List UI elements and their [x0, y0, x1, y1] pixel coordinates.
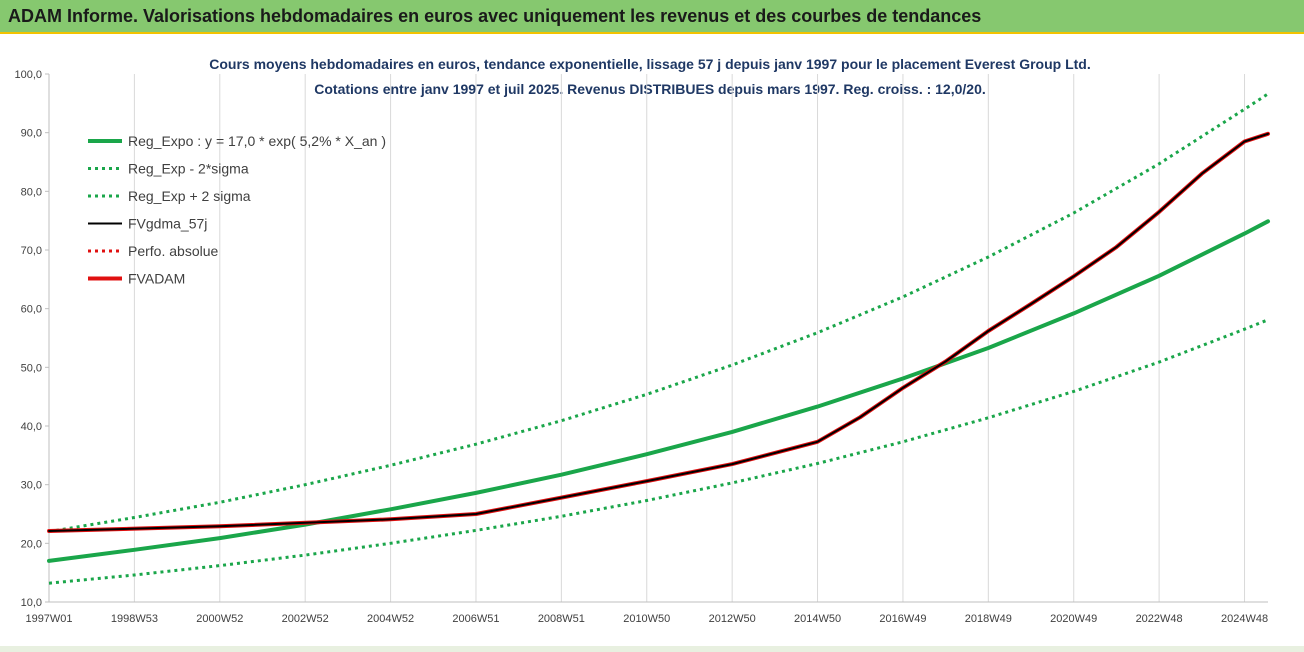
y-tick-label: 50,0: [21, 362, 42, 374]
y-tick-label: 90,0: [21, 128, 42, 140]
x-tick-label: 2002W52: [282, 613, 329, 625]
legend-label: Perfo. absolue: [128, 243, 218, 259]
legend-label: Reg_Exp - 2*sigma: [128, 161, 249, 177]
legend-label: Reg_Exp + 2 sigma: [128, 188, 251, 204]
y-tick-label: 60,0: [21, 304, 42, 316]
x-tick-label: 1997W01: [25, 613, 72, 625]
header-bar: ADAM Informe. Valorisations hebdomadaire…: [0, 0, 1304, 34]
x-tick-label: 2008W51: [538, 613, 585, 625]
chart: Cours moyens hebdomadaires en euros, ten…: [14, 56, 1270, 625]
legend: Reg_Expo : y = 17,0 * exp( 5,2% * X_an )…: [88, 133, 386, 287]
grid: [48, 74, 1246, 602]
chart-title-line-1: Cours moyens hebdomadaires en euros, ten…: [209, 56, 1091, 72]
y-tick-label: 10,0: [21, 597, 42, 609]
x-tick-label: 2010W50: [623, 613, 670, 625]
x-tick-label: 2004W52: [367, 613, 414, 625]
bottom-strip: [0, 646, 1304, 652]
y-tick-label: 100,0: [14, 69, 42, 81]
y-tick-label: 20,0: [21, 538, 42, 550]
legend-label: FVgdma_57j: [128, 216, 207, 232]
y-tick-label: 40,0: [21, 421, 42, 433]
y-tick-label: 30,0: [21, 480, 42, 492]
axes: 1997W01 1998W53 2000W52 2002W52 2004W52 2006W…: [14, 69, 1268, 625]
series: [47, 92, 1270, 585]
series-line-0: [47, 219, 1270, 563]
window-title: ADAM Informe. Valorisations hebdomadaire…: [8, 6, 982, 26]
x-tick-label: 2000W52: [196, 613, 243, 625]
x-tick-label: 2022W48: [1136, 613, 1183, 625]
legend-label: Reg_Expo : y = 17,0 * exp( 5,2% * X_an ): [128, 133, 386, 149]
series-line-3: [48, 132, 1269, 532]
x-tick-label: 2020W49: [1050, 613, 1097, 625]
x-tick-label: 2016W49: [879, 613, 926, 625]
series-line-2: [48, 92, 1269, 534]
x-tick-label: 2018W49: [965, 613, 1012, 625]
y-tick-label: 70,0: [21, 245, 42, 257]
x-tick-label: 2006W51: [452, 613, 499, 625]
x-tick-label: 2012W50: [709, 613, 756, 625]
x-tick-label: 2014W50: [794, 613, 841, 625]
legend-label: FVADAM: [128, 271, 185, 287]
y-tick-label: 80,0: [21, 186, 42, 198]
chart-title-line-2: Cotations entre janv 1997 et juil 2025. …: [314, 81, 986, 97]
x-tick-label: 2024W48: [1221, 613, 1268, 625]
x-tick-label: 1998W53: [111, 613, 158, 625]
